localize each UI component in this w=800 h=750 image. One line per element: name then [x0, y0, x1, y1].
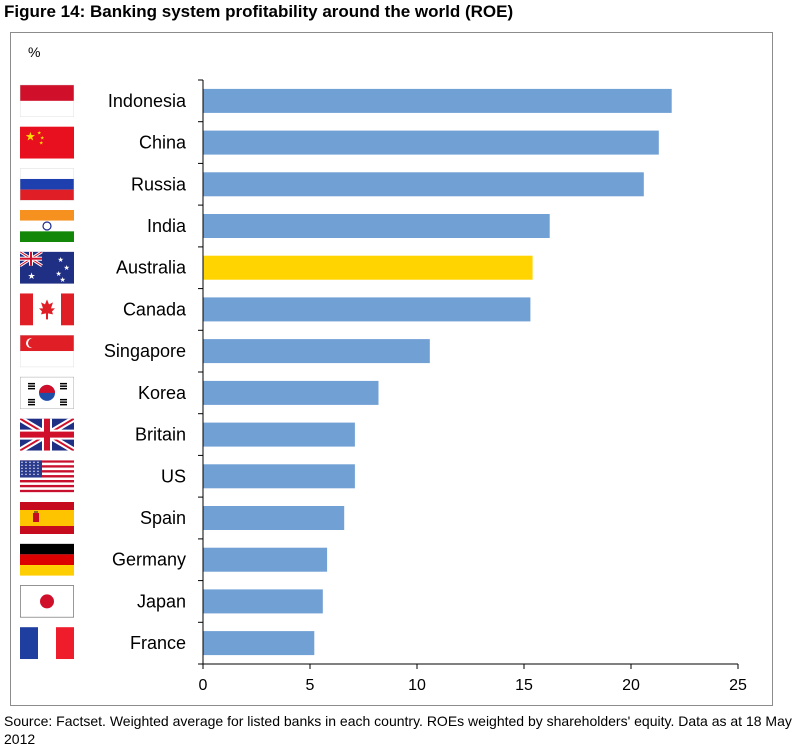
- singapore-flag-icon: [20, 335, 74, 368]
- svg-text:★: ★: [58, 256, 64, 264]
- category-label-germany: Germany: [112, 550, 186, 570]
- china-flag-icon: ★ ★★★: [20, 126, 74, 159]
- australia-flag-icon: ★★★★★: [20, 251, 74, 284]
- germany-flag-icon: [20, 543, 74, 576]
- us-flag-icon: [20, 460, 74, 493]
- svg-text:★: ★: [56, 270, 62, 278]
- category-label-korea: Korea: [138, 383, 187, 403]
- bar-britain: [203, 422, 355, 447]
- svg-text:★: ★: [64, 264, 70, 272]
- bar-australia: [203, 255, 533, 280]
- spain-flag-icon: [20, 502, 74, 534]
- svg-text:★: ★: [28, 272, 36, 282]
- bar-russia: [203, 172, 644, 197]
- x-tick-label: 10: [408, 677, 426, 694]
- svg-text:★: ★: [60, 276, 66, 284]
- korea-flag-icon: [20, 376, 74, 409]
- category-label-indonesia: Indonesia: [108, 91, 187, 111]
- category-label-france: France: [130, 633, 186, 653]
- category-label-spain: Spain: [140, 508, 186, 528]
- category-label-canada: Canada: [123, 299, 187, 319]
- japan-flag-icon: [20, 585, 74, 618]
- category-label-russia: Russia: [131, 174, 187, 194]
- category-label-singapore: Singapore: [104, 341, 186, 361]
- britain-flag-icon: [20, 418, 74, 451]
- bar-china: [203, 130, 659, 155]
- bar-korea: [203, 380, 379, 405]
- bars-group: [203, 88, 672, 656]
- bar-france: [203, 631, 315, 656]
- x-tick-label: 25: [729, 677, 747, 694]
- bar-canada: [203, 297, 531, 322]
- svg-text:★: ★: [39, 141, 44, 147]
- x-axis: 0 5 10 15 20 25: [198, 79, 747, 694]
- bar-japan: [203, 589, 323, 614]
- category-label-britain: Britain: [135, 425, 186, 445]
- svg-text:★: ★: [25, 130, 36, 144]
- x-tick-label: 20: [622, 677, 640, 694]
- category-label-india: India: [147, 216, 187, 236]
- chart-title: Figure 14: Banking system profitability …: [4, 2, 514, 21]
- unit-label: %: [28, 44, 41, 60]
- bar-india: [203, 214, 550, 238]
- bar-indonesia: [203, 88, 672, 113]
- chart-frame: [10, 32, 773, 706]
- bar-us: [203, 464, 355, 489]
- bar-germany: [203, 547, 328, 572]
- category-label-china: China: [139, 133, 187, 153]
- russia-flag-icon: [20, 168, 74, 201]
- category-label-australia: Australia: [116, 258, 187, 278]
- canada-flag-icon: [20, 293, 74, 326]
- bar-spain: [203, 506, 345, 530]
- category-label-japan: Japan: [137, 591, 186, 611]
- svg-text:★: ★: [40, 136, 45, 142]
- svg-text:★: ★: [37, 131, 42, 137]
- indonesia-flag-icon: [20, 84, 74, 117]
- category-label-us: US: [161, 466, 186, 486]
- x-tick-label: 5: [306, 677, 315, 694]
- x-tick-label: 0: [199, 677, 208, 694]
- source-note: Source: Factset. Weighted average for li…: [4, 713, 792, 747]
- india-flag-icon: [20, 210, 74, 242]
- france-flag-icon: [20, 627, 74, 660]
- bar-singapore: [203, 339, 430, 364]
- flags-group: ★ ★★★★★★★★: [20, 84, 74, 660]
- x-tick-label: 15: [515, 677, 533, 694]
- category-labels-group: Indonesia China Russia India Australia Canada…: [104, 91, 187, 653]
